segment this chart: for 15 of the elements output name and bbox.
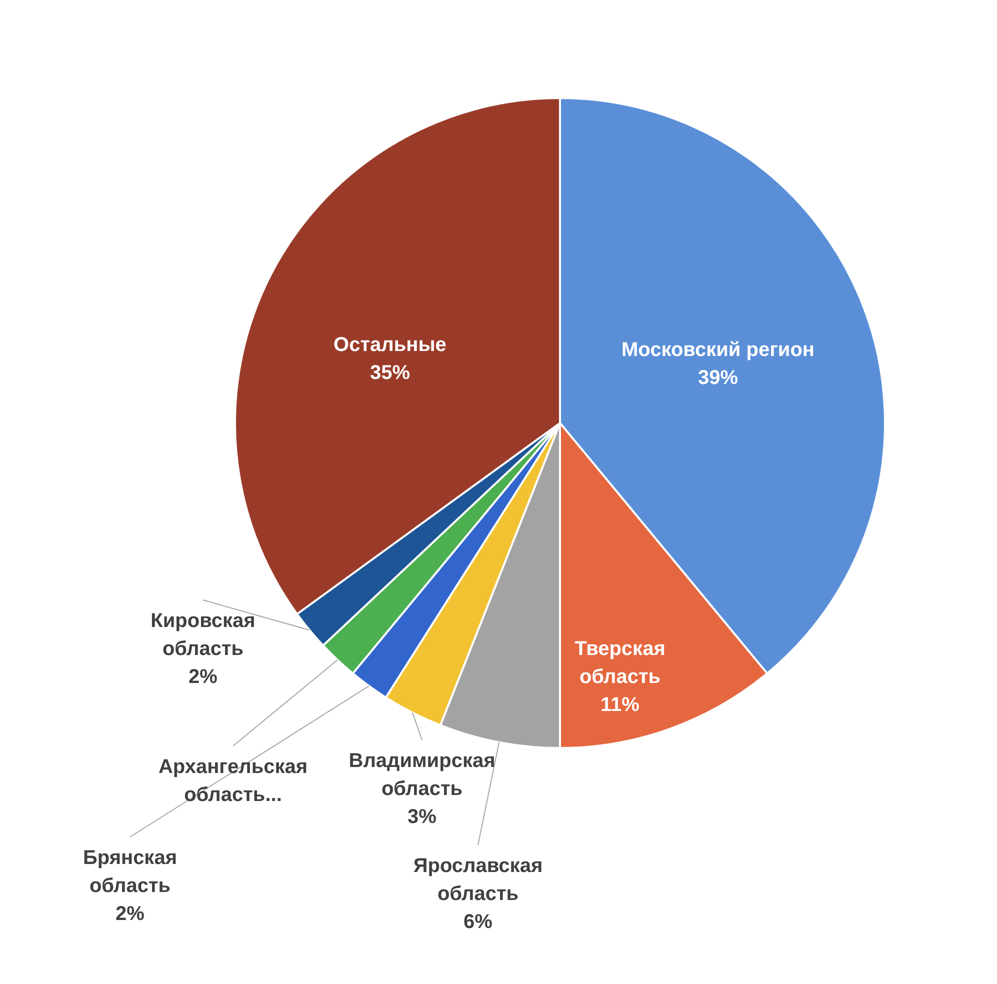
slice-label: Владимирская область xyxy=(348,750,496,800)
slice-label: Остальные xyxy=(334,334,446,356)
slice-label: Московский регион xyxy=(621,339,815,361)
data-label: 2% xyxy=(188,666,218,688)
data-label: 35% xyxy=(370,362,410,384)
data-label: 6% xyxy=(464,911,493,933)
slice-label: Тверская область xyxy=(574,638,666,688)
data-label: 39% xyxy=(698,367,738,389)
slice-label: Ярославская область xyxy=(413,855,543,905)
slice-label: Кировская область xyxy=(150,610,256,660)
data-label: 2% xyxy=(116,903,145,925)
data-label: 3% xyxy=(408,806,437,828)
slice-label: Брянская область xyxy=(82,847,178,897)
data-label: 11% xyxy=(600,694,640,716)
slice-label: Архангельская область... xyxy=(158,756,308,806)
